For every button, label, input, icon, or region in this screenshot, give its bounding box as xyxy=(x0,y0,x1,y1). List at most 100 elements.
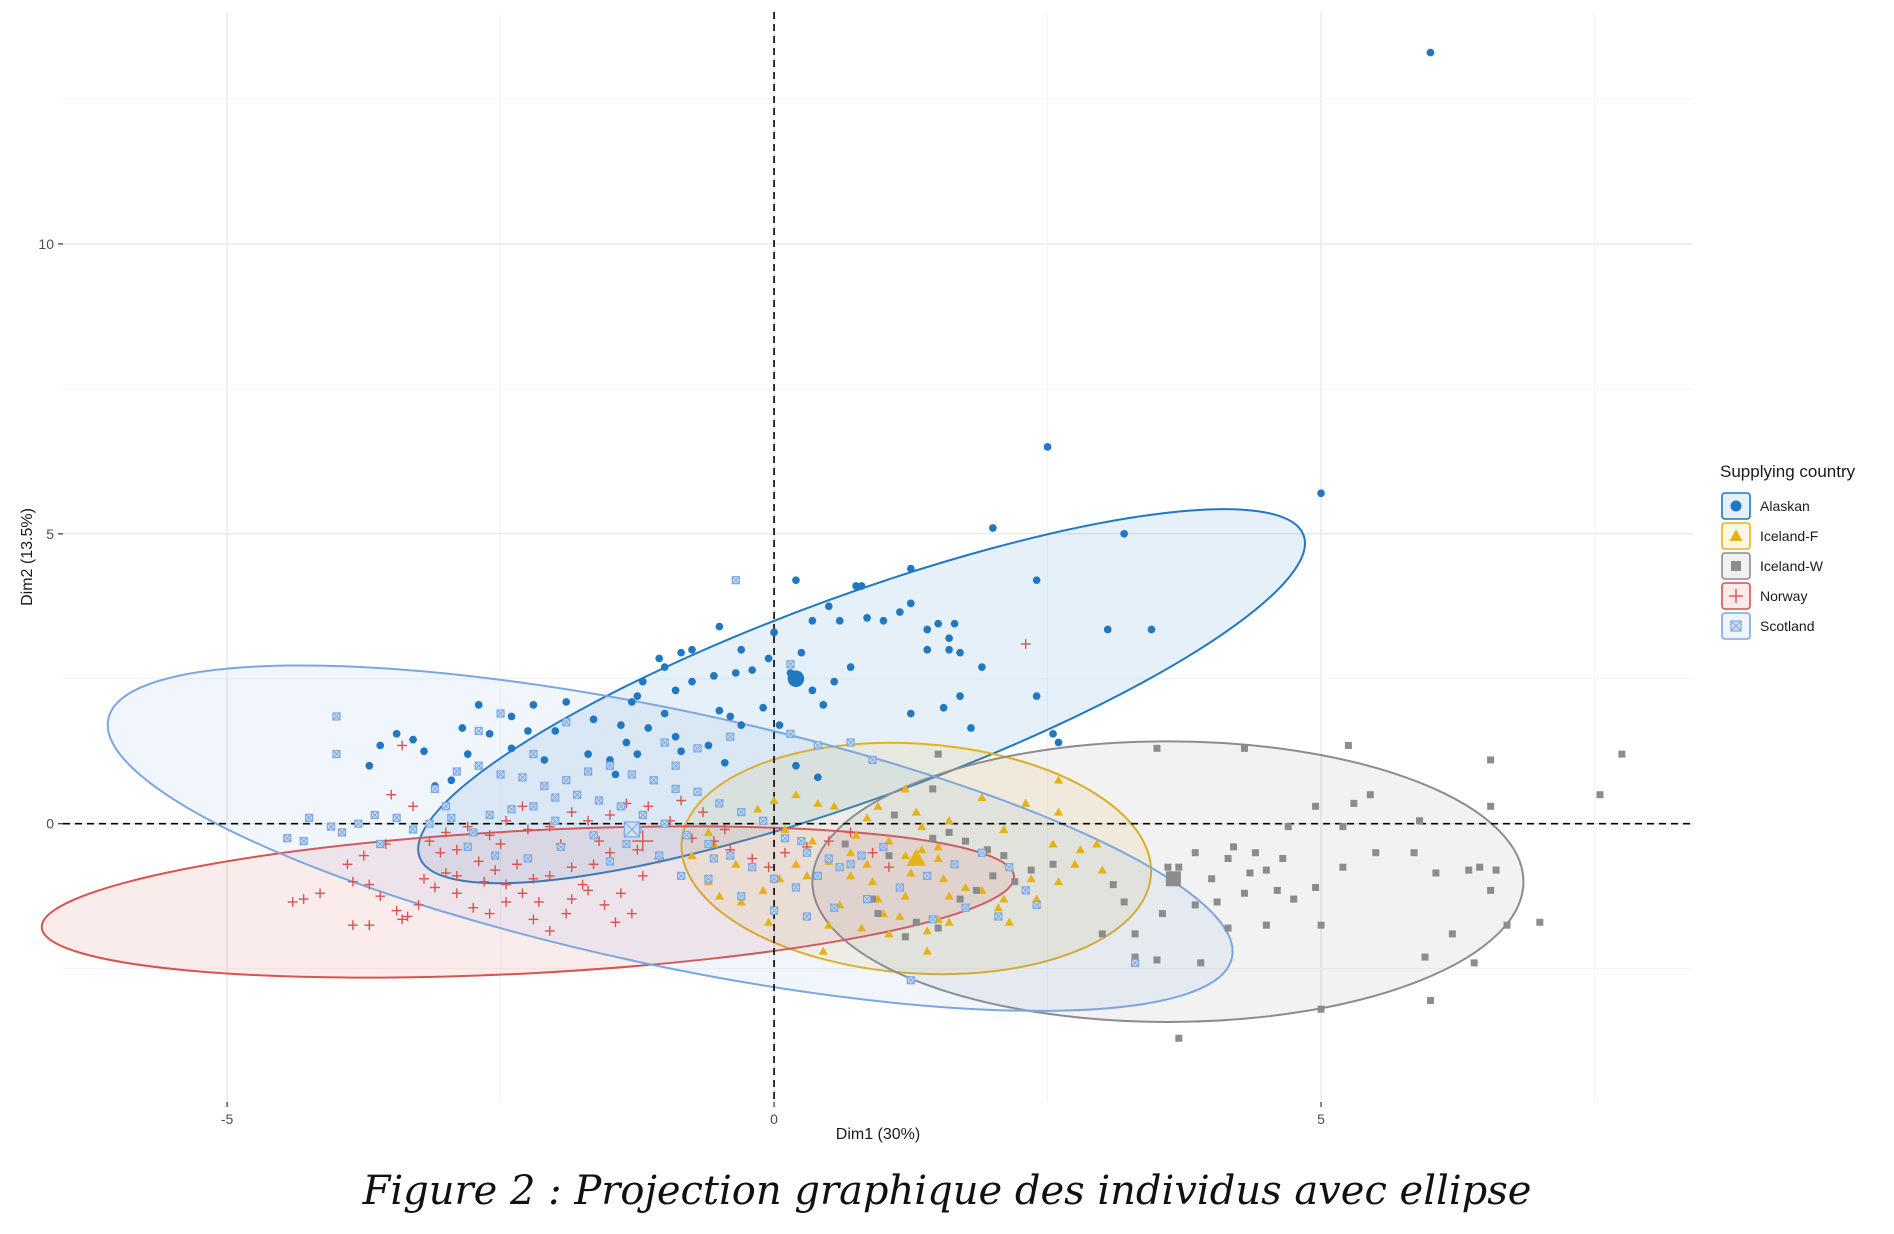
square-shape xyxy=(1273,886,1281,894)
point-scotland xyxy=(337,828,347,837)
triangle-shape xyxy=(933,853,943,862)
triangle-shape xyxy=(1070,859,1080,868)
point-scotland xyxy=(813,871,822,880)
point-iceland-w xyxy=(956,895,964,903)
legend-title: Supplying country xyxy=(1720,462,1856,481)
point-scotland xyxy=(715,799,724,808)
point-alaskan xyxy=(420,747,428,756)
circle-shape xyxy=(720,758,729,767)
triangle-shape xyxy=(758,885,768,894)
point-alaskan xyxy=(950,619,959,628)
circle-shape xyxy=(967,724,975,732)
point-iceland-f xyxy=(1048,839,1058,848)
point-iceland-w xyxy=(1109,881,1117,889)
point-iceland-f xyxy=(807,836,817,845)
box-diag-2 xyxy=(928,915,937,924)
point-norway xyxy=(408,801,418,812)
point-scotland xyxy=(496,709,505,718)
point-alaskan xyxy=(813,773,822,782)
circle-shape xyxy=(813,773,822,782)
circle-shape xyxy=(950,619,959,628)
triangle-shape xyxy=(939,874,949,883)
square-shape xyxy=(1476,863,1484,871)
box-diag-2 xyxy=(704,874,713,883)
point-iceland-w xyxy=(1596,791,1604,799)
circle-shape xyxy=(584,750,592,758)
circle-shape xyxy=(906,709,915,718)
legend-item-scotland: Scotland xyxy=(1721,612,1814,640)
point-scotland xyxy=(682,831,691,840)
point-scotland xyxy=(950,860,959,869)
point-alaskan xyxy=(808,616,817,625)
point-scotland xyxy=(693,744,702,753)
point-norway xyxy=(605,810,615,820)
circle-shape xyxy=(540,756,549,764)
box-diag-2 xyxy=(792,883,800,892)
point-iceland-w xyxy=(841,840,849,848)
point-iceland-w xyxy=(1317,921,1325,929)
point-scotland xyxy=(928,915,937,924)
point-norway xyxy=(462,821,473,832)
circle-shape xyxy=(392,729,401,738)
point-alaskan xyxy=(644,724,653,732)
point-scotland xyxy=(491,851,500,860)
point-iceland-w xyxy=(901,933,909,941)
circle-shape xyxy=(447,776,456,785)
point-iceland-w xyxy=(1153,956,1161,964)
point-alaskan xyxy=(879,616,888,625)
square-shape xyxy=(869,895,877,903)
point-scotland xyxy=(868,755,877,765)
circle-shape xyxy=(710,672,718,680)
point-alaskan xyxy=(989,524,997,532)
point-scotland xyxy=(846,738,855,747)
point-scotland xyxy=(709,854,719,863)
point-alaskan xyxy=(710,672,718,680)
point-alaskan xyxy=(540,756,549,764)
box-diag-2 xyxy=(781,834,789,843)
point-iceland-w xyxy=(869,895,877,903)
point-scotland xyxy=(622,839,631,849)
centroid-iceland-w xyxy=(1165,871,1181,887)
point-norway xyxy=(397,914,408,925)
triangle-shape xyxy=(807,836,817,845)
x-tick-label: 0 xyxy=(770,1111,778,1127)
box-diag-2 xyxy=(786,660,795,669)
point-norway xyxy=(577,879,588,890)
point-norway xyxy=(495,839,506,849)
point-norway xyxy=(763,862,774,873)
circle-shape xyxy=(879,616,888,625)
point-norway xyxy=(523,824,533,835)
point-iceland-w xyxy=(1487,886,1495,894)
triangle-shape xyxy=(922,946,932,955)
point-norway xyxy=(583,885,594,896)
point-alaskan xyxy=(633,692,642,700)
point-scotland xyxy=(791,883,801,892)
point-alaskan xyxy=(409,735,417,744)
point-alaskan xyxy=(945,634,953,643)
point-iceland-f xyxy=(944,891,954,900)
point-norway xyxy=(402,911,413,922)
point-alaskan xyxy=(1426,48,1435,57)
point-alaskan xyxy=(808,686,817,695)
point-iceland-f xyxy=(802,871,812,880)
box-diag-2 xyxy=(1021,886,1030,895)
square-shape xyxy=(1098,930,1106,938)
point-iceland-f xyxy=(846,871,856,880)
triangle-shape xyxy=(933,842,943,851)
circle-shape xyxy=(1054,738,1063,747)
point-scotland xyxy=(425,819,434,828)
point-iceland-f xyxy=(900,891,910,900)
point-scotland xyxy=(562,718,571,727)
point-scotland xyxy=(447,813,456,823)
point-scotland xyxy=(523,854,533,863)
point-iceland-f xyxy=(687,850,697,860)
point-alaskan xyxy=(633,750,642,758)
x-axis-ticks: -5 0 5 xyxy=(221,1102,1325,1127)
triangle-shape xyxy=(846,871,856,880)
circle-shape xyxy=(792,761,800,770)
triangle-shape xyxy=(813,798,823,807)
box-diag-2 xyxy=(835,863,844,872)
circle-shape xyxy=(863,614,871,622)
point-alaskan xyxy=(1103,625,1112,634)
box-diag-2 xyxy=(392,814,401,822)
